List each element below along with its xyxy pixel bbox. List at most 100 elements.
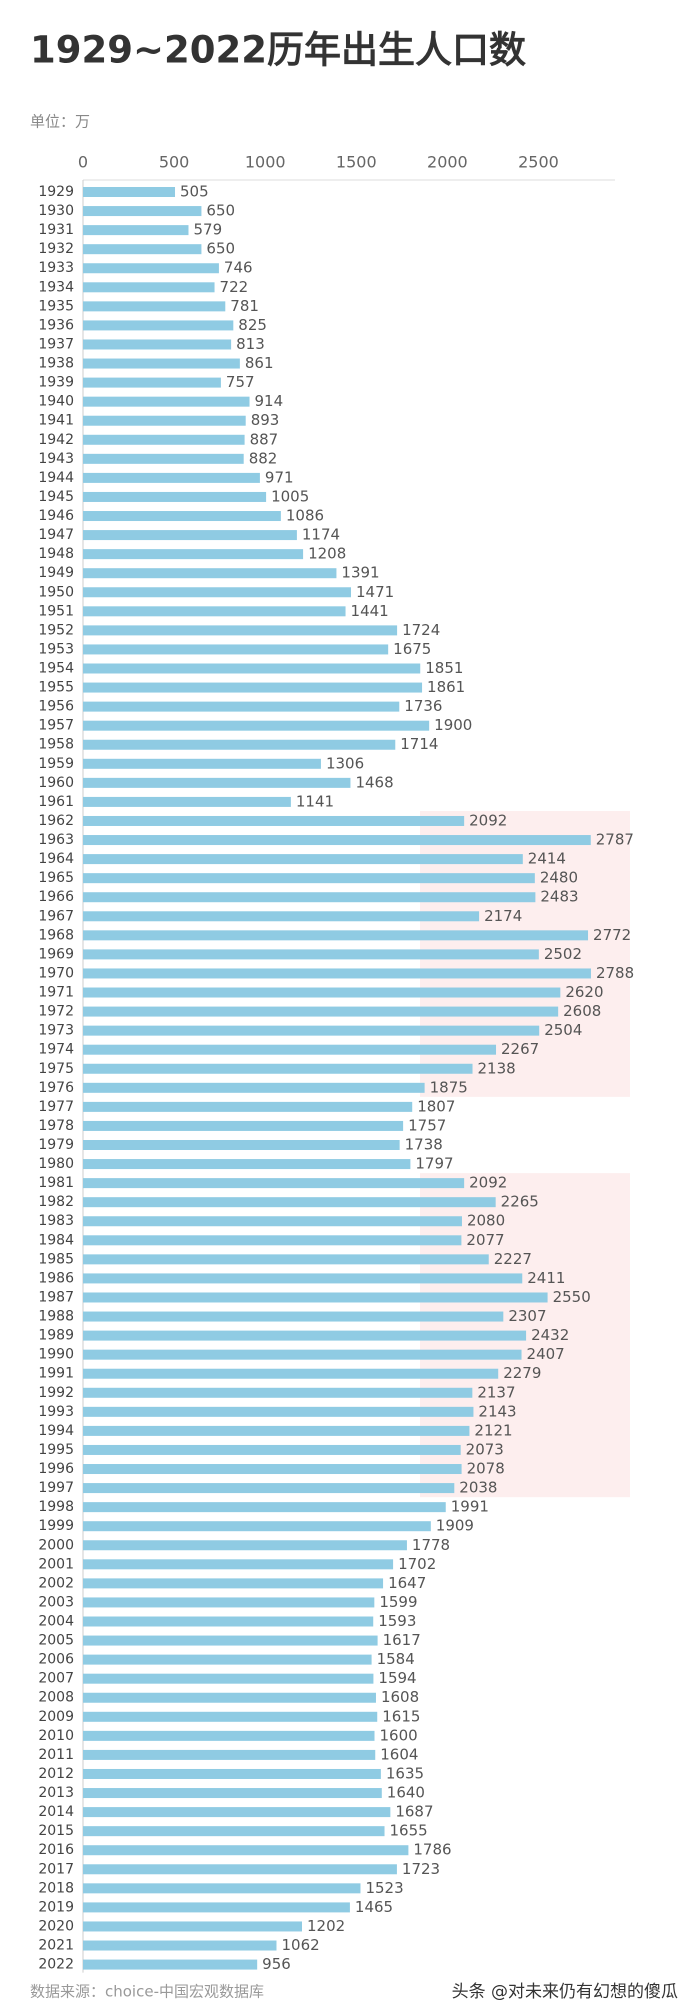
value-label: 1086 [286, 507, 324, 525]
y-tick-label: 1966 [38, 889, 74, 905]
value-label: 914 [255, 392, 284, 410]
value-label: 1617 [383, 1631, 421, 1649]
y-tick-label: 1975 [38, 1061, 74, 1077]
y-tick-label: 2002 [38, 1575, 74, 1591]
y-tick-label: 1984 [38, 1232, 74, 1248]
y-tick-label: 1996 [38, 1461, 74, 1477]
y-tick-label: 1981 [38, 1175, 74, 1191]
value-label: 2121 [474, 1421, 512, 1439]
bar [83, 1159, 411, 1170]
value-label: 2787 [596, 831, 634, 849]
bar [83, 682, 423, 693]
bar [83, 206, 202, 217]
bar [83, 968, 591, 979]
bar [83, 1730, 375, 1741]
y-tick-label: 1995 [38, 1442, 74, 1458]
bar [83, 1464, 462, 1475]
bar [83, 720, 430, 731]
bar [83, 625, 398, 636]
bar [83, 739, 396, 750]
bar [83, 587, 352, 598]
y-tick-label: 1931 [38, 222, 74, 238]
value-label: 2483 [540, 888, 578, 906]
y-tick-label: 2017 [38, 1861, 74, 1877]
value-label: 1807 [417, 1097, 455, 1115]
bar [83, 1768, 381, 1779]
value-label: 1736 [404, 697, 442, 715]
bar [83, 1082, 425, 1093]
value-label: 2414 [528, 850, 566, 868]
bar [83, 911, 480, 922]
bar [83, 549, 304, 560]
value-label: 2092 [469, 1174, 507, 1192]
value-label: 1202 [307, 1917, 345, 1935]
bar [83, 1120, 404, 1131]
value-label: 1991 [451, 1498, 489, 1516]
bar [83, 320, 234, 331]
y-tick-label: 1992 [38, 1385, 74, 1401]
y-tick-label: 1940 [38, 394, 74, 410]
bar [83, 1845, 409, 1856]
bar [83, 873, 535, 884]
value-label: 1600 [380, 1726, 418, 1744]
y-tick-label: 1939 [38, 375, 74, 391]
value-label: 1851 [425, 659, 463, 677]
y-tick-label: 2000 [38, 1537, 74, 1553]
bar [83, 1959, 258, 1970]
y-tick-label: 1997 [38, 1480, 74, 1496]
y-tick-label: 1991 [38, 1366, 74, 1382]
value-label: 2279 [503, 1364, 541, 1382]
bar [83, 1254, 489, 1265]
y-tick-label: 1960 [38, 775, 74, 791]
value-label: 2504 [544, 1021, 582, 1039]
y-tick-label: 1968 [38, 927, 74, 943]
value-label: 2620 [565, 983, 603, 1001]
value-label: 1724 [402, 621, 440, 639]
y-tick-label: 1929 [38, 184, 74, 200]
bar [83, 1654, 372, 1665]
y-tick-label: 1979 [38, 1137, 74, 1153]
y-tick-label: 1957 [38, 718, 74, 734]
y-tick-label: 1961 [38, 794, 74, 810]
y-tick-label: 1963 [38, 832, 74, 848]
bar [83, 1597, 375, 1608]
value-label: 1593 [378, 1612, 416, 1630]
bar [83, 1044, 497, 1055]
y-tick-label: 1969 [38, 946, 74, 962]
bar [83, 1425, 470, 1436]
bar [83, 187, 176, 197]
value-label: 1900 [434, 716, 472, 734]
y-tick-label: 2009 [38, 1709, 74, 1725]
bar [83, 377, 221, 388]
bar [83, 339, 232, 350]
bar [83, 1197, 496, 1208]
bar [83, 530, 297, 541]
bar [83, 1673, 374, 1684]
y-tick-label: 2010 [38, 1728, 74, 1744]
bar [83, 1826, 385, 1837]
y-tick-label: 2013 [38, 1785, 74, 1801]
bar [83, 1235, 462, 1246]
y-tick-label: 1946 [38, 508, 74, 524]
y-tick-label: 1983 [38, 1213, 74, 1229]
bar [83, 415, 246, 426]
value-label: 1062 [281, 1936, 319, 1954]
bar [83, 1387, 473, 1398]
value-label: 1584 [377, 1650, 415, 1668]
value-label: 1757 [408, 1116, 446, 1134]
value-label: 893 [251, 411, 280, 429]
y-tick-label: 1964 [38, 851, 74, 867]
value-label: 1441 [351, 602, 389, 620]
bar [83, 491, 267, 502]
bar [83, 1902, 350, 1913]
value-label: 1615 [382, 1707, 420, 1725]
value-label: 2480 [540, 869, 578, 887]
bar [83, 453, 244, 464]
value-label: 1391 [341, 564, 379, 582]
chart-title: 1929~2022历年出生人口数 [30, 29, 526, 72]
value-label: 1174 [302, 526, 340, 544]
value-label: 2077 [466, 1231, 504, 1249]
x-tick-label: 500 [159, 153, 190, 172]
y-tick-label: 2021 [38, 1938, 74, 1954]
